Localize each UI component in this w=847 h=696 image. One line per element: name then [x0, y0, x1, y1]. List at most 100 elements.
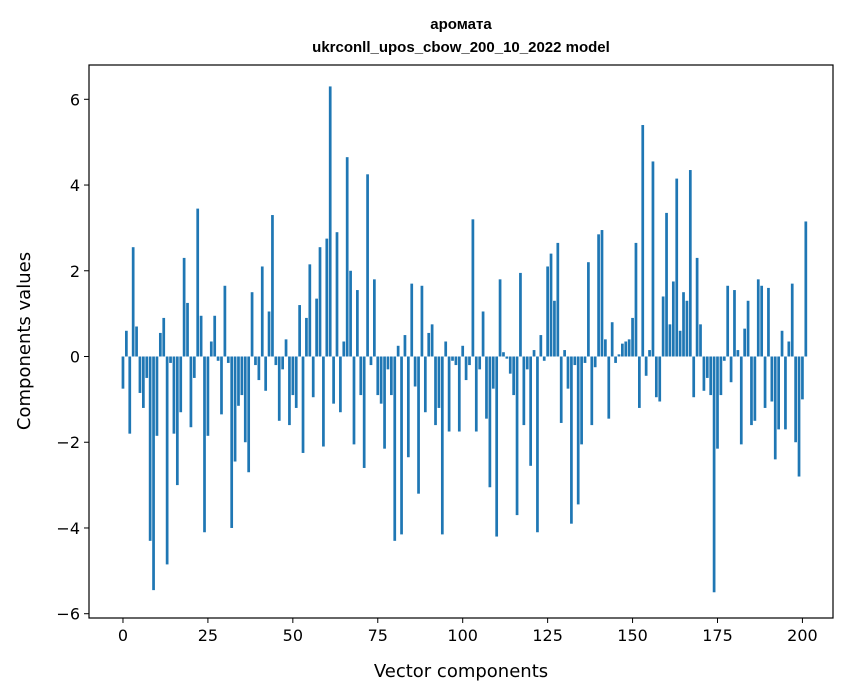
bar-21 — [192, 356, 196, 378]
bar-127 — [553, 300, 556, 357]
bar-76 — [379, 356, 383, 404]
y-tick-label: 4 — [70, 176, 80, 195]
bar-149 — [627, 339, 631, 357]
bar-17 — [179, 356, 183, 413]
bar-156 — [651, 161, 655, 357]
bar-117 — [519, 272, 522, 357]
bar-89 — [423, 356, 427, 413]
bar-36 — [243, 356, 247, 443]
bar-47 — [281, 356, 284, 370]
y-tick-label: −4 — [56, 519, 80, 538]
bar-35 — [240, 356, 244, 396]
bar-168 — [692, 356, 696, 398]
bar-193 — [777, 356, 780, 430]
bar-199 — [797, 356, 801, 477]
bar-4 — [135, 326, 138, 357]
bar-160 — [665, 212, 668, 357]
bar-51 — [294, 356, 298, 408]
bar-71 — [362, 356, 366, 468]
bar-58 — [318, 247, 322, 357]
bar-198 — [794, 356, 797, 443]
bar-179 — [729, 356, 733, 383]
bar-72 — [366, 174, 369, 357]
x-tick-label: 200 — [787, 626, 818, 645]
x-tick-label: 150 — [617, 626, 648, 645]
bar-125 — [546, 266, 549, 357]
bar-13 — [165, 356, 169, 565]
bar-184 — [746, 300, 750, 357]
bar-154 — [644, 356, 648, 376]
bar-126 — [549, 253, 553, 357]
bar-73 — [369, 356, 373, 366]
bar-106 — [481, 311, 485, 357]
x-tick-label: 125 — [532, 626, 563, 645]
bar-64 — [339, 356, 342, 413]
bar-30 — [223, 285, 227, 357]
bar-74 — [373, 279, 376, 357]
bar-155 — [648, 350, 651, 357]
bar-81 — [396, 345, 400, 357]
y-tick-label: 6 — [70, 90, 80, 109]
bar-1 — [125, 330, 128, 357]
bar-69 — [356, 290, 359, 357]
bar-10 — [155, 356, 159, 436]
bar-115 — [512, 356, 516, 396]
bar-12 — [162, 317, 166, 357]
bar-136 — [583, 356, 587, 363]
bar-56 — [311, 356, 315, 398]
bar-122 — [536, 356, 539, 533]
bar-65 — [342, 341, 346, 357]
bar-27 — [213, 315, 217, 357]
bar-162 — [671, 281, 675, 357]
bar-103 — [471, 219, 475, 357]
bar-191 — [770, 356, 774, 402]
x-tick-label: 50 — [283, 626, 303, 645]
bar-50 — [291, 356, 295, 396]
bar-5 — [138, 356, 142, 393]
bar-173 — [709, 356, 713, 396]
bar-29 — [220, 356, 223, 415]
bar-163 — [675, 178, 679, 357]
bar-157 — [654, 356, 658, 398]
bar-6 — [142, 356, 145, 408]
bar-31 — [226, 356, 230, 363]
bar-116 — [515, 356, 519, 516]
chart-title-line2: ukrconll_upos_cbow_200_10_2022 model — [312, 39, 610, 56]
bar-55 — [308, 264, 312, 357]
bar-77 — [383, 356, 386, 449]
bar-53 — [301, 356, 305, 453]
bar-167 — [688, 170, 692, 357]
bar-145 — [614, 356, 617, 363]
bar-169 — [695, 257, 699, 357]
bar-59 — [322, 356, 325, 447]
bar-171 — [702, 356, 706, 391]
bar-24 — [203, 356, 206, 533]
bar-94 — [440, 356, 444, 535]
bar-119 — [525, 356, 529, 370]
bar-140 — [597, 234, 600, 357]
bar-20 — [189, 356, 193, 428]
y-tick-label: 0 — [70, 348, 80, 367]
bar-190 — [767, 287, 770, 357]
bar-52 — [298, 305, 301, 357]
bar-91 — [430, 324, 434, 357]
bar-189 — [763, 356, 767, 408]
bar-135 — [580, 356, 583, 445]
bar-118 — [522, 356, 526, 426]
bar-23 — [199, 315, 203, 357]
bar-111 — [498, 279, 502, 357]
bar-97 — [451, 356, 454, 361]
bar-99 — [457, 356, 461, 432]
bar-174 — [712, 356, 716, 593]
bar-3 — [131, 247, 135, 357]
bar-105 — [478, 356, 482, 370]
bar-88 — [420, 285, 424, 357]
bar-54 — [305, 317, 308, 357]
bar-175 — [716, 356, 719, 449]
bar-100 — [461, 345, 465, 357]
bar-43 — [267, 311, 271, 357]
bar-93 — [437, 356, 441, 408]
x-axis-label: Vector components — [374, 661, 548, 682]
bar-62 — [332, 356, 335, 404]
